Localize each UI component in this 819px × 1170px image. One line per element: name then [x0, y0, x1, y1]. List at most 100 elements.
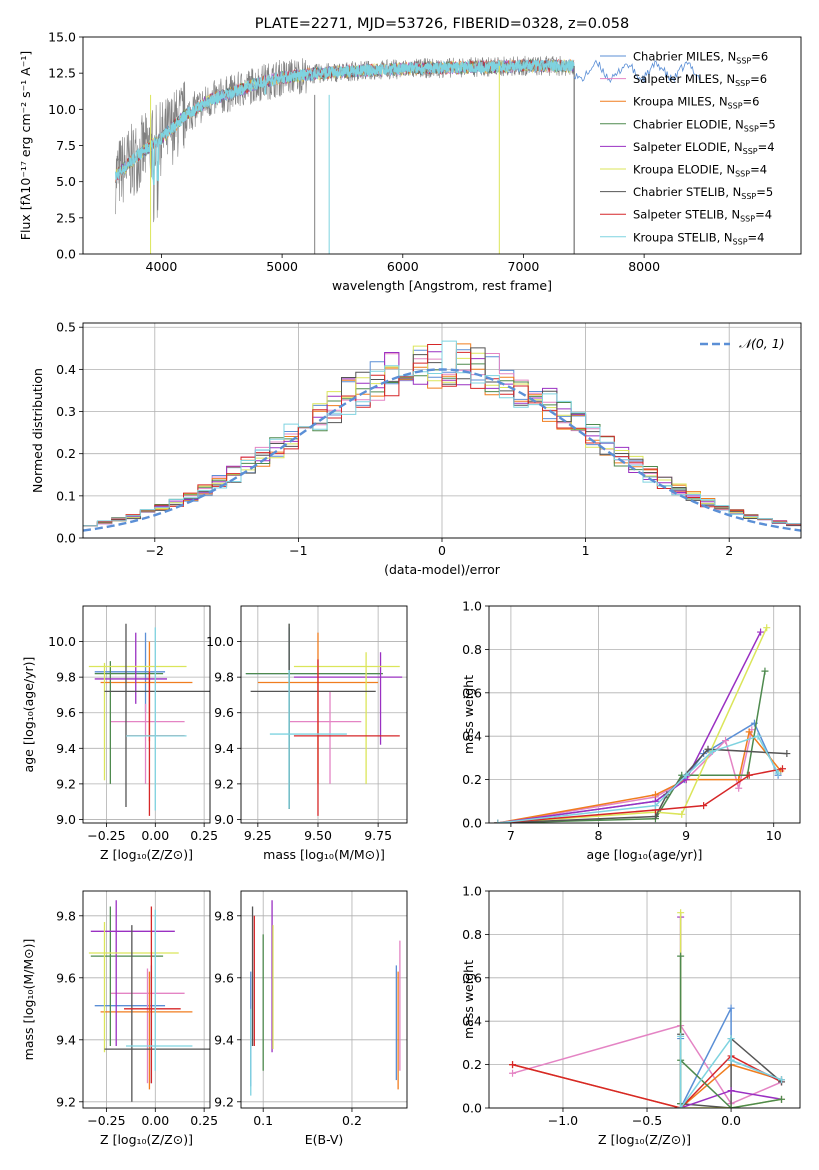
spectrum-xtick-label: 4000 — [146, 259, 178, 274]
mass-vs-ebv-xlabel: E(B-V) — [305, 1132, 344, 1147]
age-vs-z-ytick-label: 9.6 — [56, 705, 76, 720]
observed-spectrum-line — [115, 55, 575, 223]
mass-vs-ebv-ytick-label: 9.2 — [214, 1094, 234, 1109]
spectrum-ytick-label: 10.0 — [48, 102, 76, 117]
weight-vs-age-ytick-label: 1.0 — [462, 599, 482, 614]
weight-series-line — [512, 1024, 782, 1105]
mass-vs-z-plot-area — [88, 900, 210, 1102]
age-vs-mass-ytick-label: 10.0 — [206, 634, 234, 649]
spectrum-ytick-label: 5.0 — [56, 174, 76, 189]
weight-point — [783, 750, 791, 758]
weight-point — [763, 624, 771, 632]
weight-vs-age-xtick-label: 7 — [507, 828, 515, 843]
weight-point — [754, 732, 762, 740]
weight-point — [778, 765, 786, 773]
age-vs-z-xtick-label: 0.25 — [190, 828, 218, 843]
spectrum-xtick-label: 5000 — [266, 259, 298, 274]
spectrum-ytick-label: 15.0 — [48, 30, 76, 45]
weight-point — [700, 802, 708, 810]
weight-vs-z-plot-area — [509, 909, 786, 1108]
weight-vs-age-ylabel: mass weight — [461, 675, 476, 754]
weight-vs-z-ytick-label: 0.8 — [462, 927, 482, 942]
weight-vs-z-ytick-label: 0.0 — [462, 1101, 482, 1116]
mass-vs-ebv-ytick-label: 9.4 — [214, 1032, 234, 1047]
spectrum-ytick-label: 0.0 — [56, 247, 76, 262]
weight-point — [727, 1056, 735, 1064]
weight-point — [708, 747, 716, 755]
weight-point — [509, 1069, 517, 1077]
weight-vs-age-ytick-label: 0.8 — [462, 642, 482, 657]
age-vs-z-plot-area — [88, 623, 210, 816]
legend-entry: Salpeter ELODIE, NSSP=4 — [633, 140, 775, 156]
weight-vs-age-xtick-label: 9 — [682, 828, 690, 843]
mass-vs-ebv-xtick-label: 0.2 — [342, 1113, 362, 1128]
weight-point — [677, 909, 685, 917]
age-vs-mass-ytick-label: 9.6 — [214, 705, 234, 720]
age-vs-mass-xtick-label: 9.50 — [304, 828, 332, 843]
weight-vs-z-xtick-label: 0.0 — [721, 1113, 741, 1128]
legend-entry: 𝒩(0, 1) — [739, 336, 785, 351]
residuals-ytick-label: 0.3 — [56, 404, 76, 419]
mass-vs-z-xtick-label: −0.25 — [87, 1113, 125, 1128]
mass-vs-ebv-ytick-label: 9.8 — [214, 908, 234, 923]
weight-point — [761, 667, 769, 675]
weight-vs-z-panel: −1.0 −0.5 0.0 0.0 0.2 0.4 0.6 0.8 1.0 Z [log₁₀(Z/… — [461, 884, 801, 1147]
weight-point — [677, 1104, 685, 1108]
age-vs-z-ytick-label: 9.8 — [56, 670, 76, 685]
age-vs-z-ylabel: age [log₁₀(age/yr)] — [21, 657, 36, 773]
weight-point — [509, 1061, 517, 1069]
legend-entry: Kroupa MILES, NSSP=6 — [633, 95, 759, 111]
mass-vs-ebv-ytick-label: 9.6 — [214, 970, 234, 985]
weight-point — [727, 1087, 735, 1095]
legend-entry: Chabrier STELIB, NSSP=5 — [633, 185, 773, 201]
weight-series-line — [512, 1054, 782, 1108]
mass-vs-z-ytick-label: 9.6 — [56, 970, 76, 985]
age-vs-mass-frame — [240, 605, 408, 824]
residuals-xtick-label: 2 — [725, 543, 733, 558]
weight-point — [651, 802, 659, 810]
mass-vs-z-xlabel: Z [log₁₀(Z/Z⊙)] — [100, 1132, 193, 1147]
residuals-ytick-label: 0.2 — [56, 446, 76, 461]
weight-vs-age-ytick-label: 0.4 — [462, 729, 482, 744]
weight-point — [677, 952, 685, 960]
age-vs-z-xtick-label: −0.25 — [87, 828, 125, 843]
residuals-ylabel: Normed distribution — [30, 368, 45, 493]
model-spectrum-line — [115, 59, 575, 184]
weight-point — [704, 745, 712, 753]
age-vs-z-ytick-label: 10.0 — [48, 634, 76, 649]
weight-vs-z-frame — [488, 890, 801, 1109]
normal-curve — [83, 368, 801, 532]
mass-vs-z-ylabel: mass [log₁₀(M/M⊙)] — [21, 939, 36, 1061]
spectrum-plot-area — [115, 55, 700, 254]
mass-vs-z-panel: −0.25 0.00 0.25 9.2 9.4 9.6 9.8 Z [log₁₀(Z/Z⊙)]… — [21, 890, 218, 1147]
weight-series-line — [497, 730, 782, 823]
weight-point — [778, 1095, 786, 1103]
legend-entry: Chabrier ELODIE, NSSP=5 — [633, 117, 776, 133]
weight-vs-age-plot-area — [494, 624, 791, 823]
weight-point — [494, 819, 502, 823]
weight-point — [774, 769, 782, 777]
residuals-plot-area — [83, 340, 801, 532]
spectrum-frame — [82, 36, 802, 255]
age-vs-z-ytick-label: 9.2 — [56, 776, 76, 791]
best-model-line — [115, 58, 575, 185]
mass-vs-ebv-xtick-label: 0.1 — [253, 1113, 273, 1128]
model-extension-line — [573, 59, 700, 84]
age-vs-z-xtick-label: 0.00 — [141, 828, 169, 843]
age-vs-z-panel: −0.25 0.00 0.25 9.0 9.2 9.4 9.6 9.8 10.0 Z [log₁₀… — [21, 605, 218, 862]
chart-title: PLATE=2271, MJD=53726, FIBERID=0328, z=0… — [255, 16, 629, 32]
weight-point — [727, 1004, 735, 1012]
residuals-panel: −2 −1 0 1 2 0.0 0.1 0.2 0.3 0.4 0.5 (data-model)/er… — [30, 320, 802, 577]
mass-vs-z-ytick-label: 9.2 — [56, 1094, 76, 1109]
weight-vs-age-xlabel: age [log₁₀(age/yr)] — [587, 847, 703, 862]
mass-vs-z-xtick-label: 0.25 — [190, 1113, 218, 1128]
residuals-xtick-label: 1 — [582, 543, 590, 558]
mass-vs-ebv-frame — [240, 890, 408, 1109]
residuals-xtick-label: −2 — [146, 543, 164, 558]
spectrum-panel: 4000 5000 6000 7000 8000 0.0 2.5 5.0 7.5 10.0 12.5… — [18, 16, 802, 293]
weight-vs-z-ytick-label: 0.4 — [462, 1014, 482, 1029]
weight-point — [735, 784, 743, 792]
weight-point — [727, 1035, 735, 1043]
spectrum-ylabel: Flux [fλ10⁻¹⁷ erg cm⁻² s⁻¹ A⁻¹] — [18, 51, 33, 240]
age-vs-mass-plot-area — [245, 623, 403, 816]
